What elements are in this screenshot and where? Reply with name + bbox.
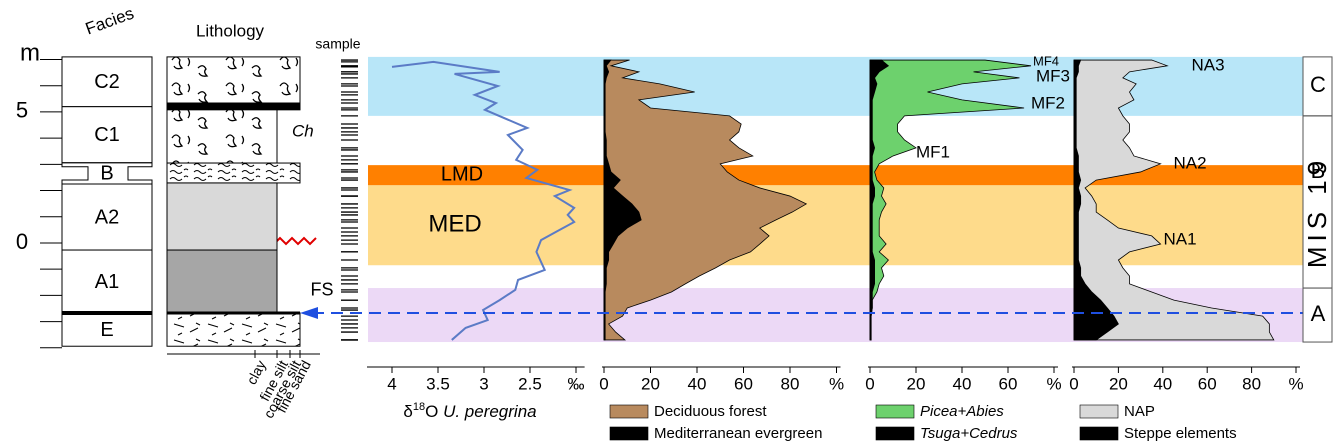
x-tick-label: 2.5 [518, 374, 542, 393]
legend-swatch [1080, 427, 1118, 440]
x-tick-label: 4 [387, 374, 396, 393]
legend-label: Steppe elements [1124, 425, 1237, 442]
legend-label: Deciduous forest [654, 403, 767, 420]
legend-swatch [610, 427, 648, 440]
annotation: MF2 [1031, 93, 1065, 112]
legend-swatch [1080, 405, 1118, 418]
band-label: MED [428, 211, 481, 238]
x-tick-label: 20 [1109, 374, 1128, 393]
x-tick-label: 3 [479, 374, 488, 393]
facies-label: E [100, 319, 113, 341]
x-tick-label: % [829, 374, 844, 393]
legend-label: Mediterranean evergreen [654, 425, 822, 442]
legend-label: Tsuga+Cedrus [920, 425, 1018, 442]
lithology-unit [167, 57, 300, 103]
facies-title: Facies [83, 4, 137, 39]
x-tick-label: 40 [1153, 374, 1172, 393]
stage-label: MIS 19 [1302, 156, 1332, 268]
depth-tick-label: 0 [16, 229, 28, 254]
label-part: O [425, 402, 438, 421]
lithology-unit [167, 313, 300, 346]
x-tick-label: 60 [999, 374, 1018, 393]
x-tick-label: 80 [1242, 374, 1261, 393]
lithology-annotation: Ch [292, 121, 314, 140]
facies-label: C1 [94, 124, 120, 146]
facies-label: A1 [95, 271, 119, 293]
x-tick-label: 0 [865, 374, 874, 393]
band [368, 165, 1303, 185]
x-tick-label: 80 [781, 374, 800, 393]
x-tick-label: ‰ [568, 374, 585, 393]
lithology-unit [167, 250, 277, 313]
depth-tick-label: 5 [16, 98, 28, 123]
annotation: NA3 [1191, 55, 1224, 74]
x-tick-label: 20 [641, 374, 660, 393]
facies-label: B [100, 163, 113, 185]
lithology-unit [167, 183, 277, 250]
lithology-unit [167, 103, 300, 110]
label-part: 18 [413, 401, 425, 413]
label-part: U. peregrina [443, 402, 537, 421]
event-label: FS [310, 280, 333, 300]
x-tick-label: 60 [734, 374, 753, 393]
x-tick-label: 0 [599, 374, 608, 393]
event-arrow [300, 307, 318, 319]
label-part: δ [403, 402, 412, 421]
depth-unit: m [20, 39, 40, 66]
x-tick-label: 3.5 [426, 374, 450, 393]
annotation: MF3 [1036, 66, 1070, 85]
annotation: NA1 [1163, 229, 1196, 248]
legend-label: NAP [1124, 403, 1155, 420]
facies-label: C2 [94, 71, 120, 93]
x-tick-label: 60 [1198, 374, 1217, 393]
lithology-title: Lithology [196, 21, 265, 40]
legend-swatch [876, 405, 914, 418]
legend-swatch [876, 427, 914, 440]
legend-swatch [610, 405, 648, 418]
facies-label: A2 [95, 206, 119, 228]
x-tick-label: % [1288, 374, 1303, 393]
x-tick-label: % [1046, 374, 1061, 393]
sample-label: sample [315, 36, 360, 52]
annotation: NA2 [1173, 153, 1206, 172]
figure: m Facies Lithology sample Ch δ18O U. per… [0, 0, 1336, 446]
substage-label: A [1311, 301, 1326, 326]
x-tick-label: 20 [907, 374, 926, 393]
lithology-unit [167, 163, 300, 183]
x-tick-label: 0 [1069, 374, 1078, 393]
annotation: MF1 [916, 142, 950, 161]
band [368, 185, 1303, 265]
lithology-unit [167, 110, 277, 163]
legend-label: Picea+Abies [920, 403, 1004, 420]
band-label: LMD [441, 164, 483, 186]
x-tick-label: 40 [953, 374, 972, 393]
x-axis-label: δ18O U. peregrina [403, 401, 536, 422]
x-tick-label: 40 [688, 374, 707, 393]
substage-label: C [1310, 72, 1326, 97]
